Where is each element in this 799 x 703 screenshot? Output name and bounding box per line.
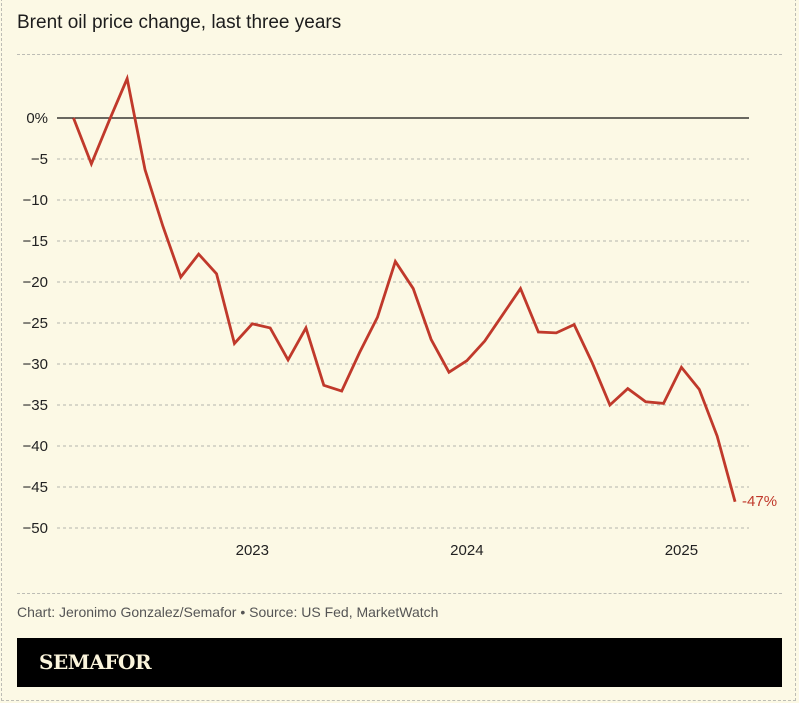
y-tick-label: −45 [23, 479, 48, 496]
y-tick-label: −40 [23, 438, 48, 455]
chart-title: Brent oil price change, last three years [17, 12, 342, 33]
title-divider [17, 54, 782, 55]
y-tick-label: −15 [23, 233, 48, 250]
y-tick-label: −5 [31, 151, 48, 168]
y-tick-label: −30 [23, 356, 48, 373]
end-value-label: -47% [742, 493, 777, 510]
y-tick-label: −50 [23, 520, 48, 537]
price-line [72, 73, 737, 503]
line-chart: 0% −5 −10 −15 −20 −25 −30 −35 −40 −45 −50 2023 2024 2… [23, 73, 777, 559]
y-tick-label: −25 [23, 315, 48, 332]
semafor-logo: SEMAFOR [39, 650, 152, 674]
y-tick-label: −20 [23, 274, 48, 291]
y-tick-label: 0% [26, 110, 48, 127]
y-tick-label: −35 [23, 397, 48, 414]
footer-divider [17, 593, 782, 594]
y-tick-label: −10 [23, 192, 48, 209]
x-tick-label: 2023 [236, 542, 269, 559]
brand-bar: SEMAFOR [17, 638, 782, 687]
x-tick-label: 2024 [450, 542, 483, 559]
chart-credit: Chart: Jeronimo Gonzalez/Semafor • Sourc… [17, 604, 439, 620]
x-tick-label: 2025 [665, 542, 698, 559]
